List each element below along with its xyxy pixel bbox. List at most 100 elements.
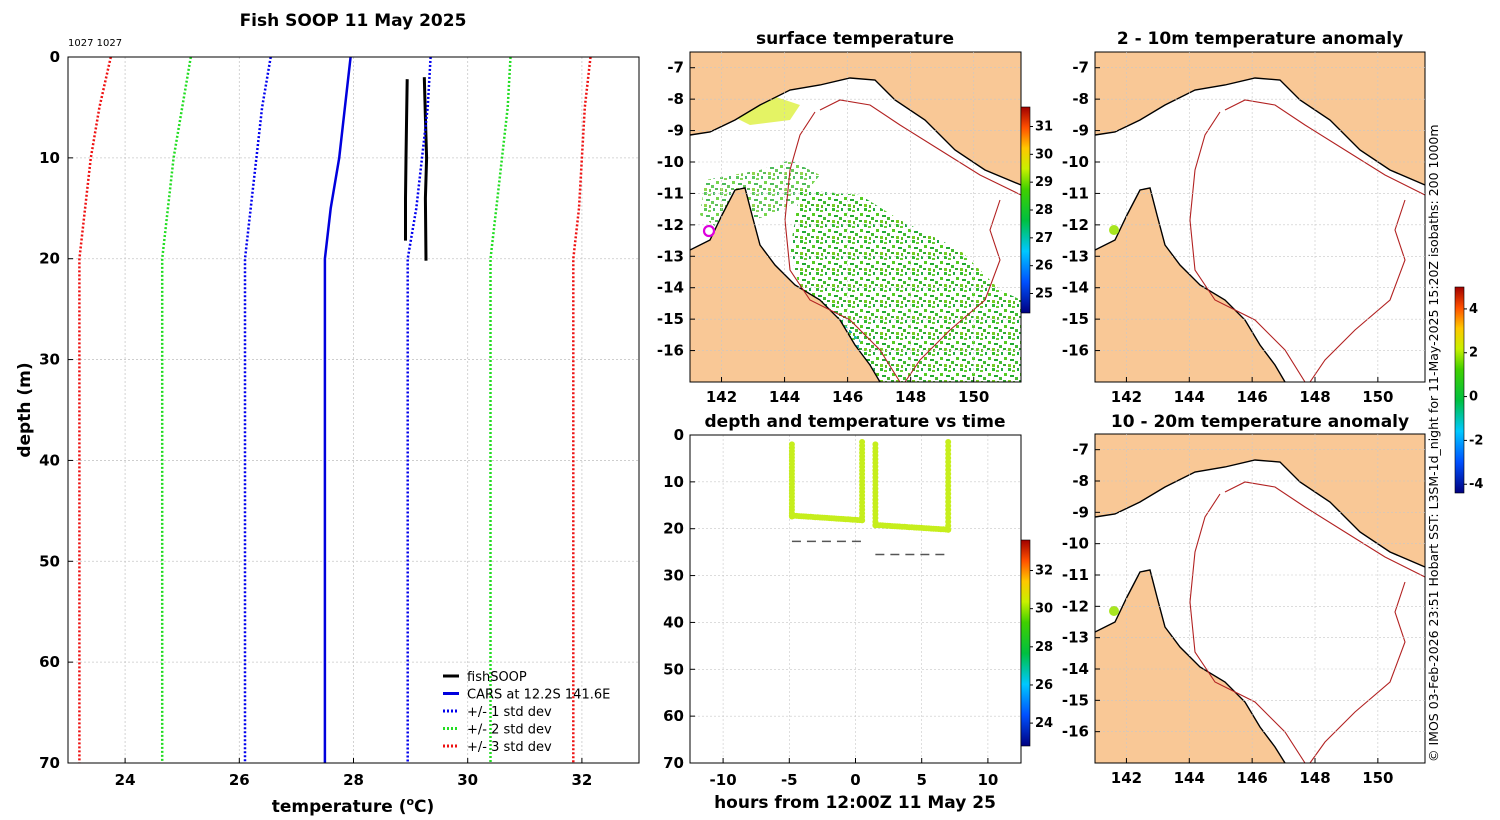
time-ticks: -10 -5 0 5 10 0 10 20 30 40 50 60 70 bbox=[663, 426, 998, 789]
map-ytick-label: -9 bbox=[1072, 503, 1089, 521]
time-xtick-label: 10 bbox=[977, 771, 998, 789]
colorbar-tick-label: 26 bbox=[1035, 678, 1053, 693]
map-ytick-label: -10 bbox=[657, 153, 684, 171]
profile-line bbox=[78, 57, 113, 763]
anom-10-20-title: 10 - 20m temperature anomaly bbox=[1111, 412, 1409, 432]
anom-10-20-panel: 10 - 20m temperature anomaly 142 144 146 14… bbox=[1062, 412, 1426, 787]
sst-colorbar-ticks: 31 30 29 28 27 26 25 bbox=[1030, 119, 1053, 302]
map-ytick-label: -16 bbox=[1062, 723, 1089, 741]
map-ytick-label: -15 bbox=[1062, 691, 1089, 709]
map-ytick-label: -10 bbox=[1062, 153, 1089, 171]
time-ytick-label: 20 bbox=[663, 520, 684, 538]
time-ytick-label: 50 bbox=[663, 660, 684, 678]
colorbar-tick-label: 29 bbox=[1035, 175, 1053, 190]
map-ytick-label: -9 bbox=[667, 122, 684, 140]
side-note: © IMOS 03-Feb-2026 23:51 Hobart SST: L3S… bbox=[1426, 124, 1441, 762]
map-xtick-label: 144 bbox=[1174, 769, 1205, 787]
time-colorbar bbox=[1020, 539, 1031, 747]
profile-line bbox=[422, 77, 429, 261]
sst-map-panel: surface temperature 142 144 146 148 150 -7 -8 -… bbox=[657, 29, 1053, 406]
map-ytick-label: -8 bbox=[1072, 472, 1089, 490]
sst-map-ticks: 142 144 146 148 150 -7 -8 -9 -10 -11 -12 -13 -14 -15 -… bbox=[657, 52, 1021, 406]
anom-10-20-cast-marker bbox=[1109, 606, 1119, 616]
map-xtick-label: 150 bbox=[1362, 769, 1393, 787]
map-ytick-label: -13 bbox=[1062, 247, 1089, 265]
map-ytick-label: -11 bbox=[1062, 566, 1089, 584]
map-ytick-label: -8 bbox=[1072, 90, 1089, 108]
sst-map-content bbox=[690, 52, 1021, 382]
map-xtick-label: 146 bbox=[1236, 769, 1267, 787]
map-ytick-label: -7 bbox=[1072, 59, 1089, 77]
colorbar-tick-label: 32 bbox=[1035, 564, 1053, 579]
profile-ytick-label: 20 bbox=[39, 250, 60, 268]
profile-corner-label: 1027 1027 bbox=[68, 38, 122, 49]
profile-ytick-label: 50 bbox=[39, 552, 60, 570]
anom-10-20-content bbox=[1095, 434, 1425, 763]
map-ytick-label: -11 bbox=[657, 184, 684, 202]
map-xtick-label: 144 bbox=[769, 388, 800, 406]
sst-map-title: surface temperature bbox=[756, 29, 954, 49]
profile-grid bbox=[68, 56, 639, 764]
time-xtick-label: -10 bbox=[710, 771, 737, 789]
colorbar-tick-label: 28 bbox=[1035, 203, 1053, 218]
profile-xtick-label: 32 bbox=[571, 771, 592, 789]
sst-cast-marker bbox=[702, 224, 716, 238]
map-ytick-label: -10 bbox=[1062, 535, 1089, 553]
legend-label: fishSOOP bbox=[467, 670, 527, 685]
map-ytick-label: -12 bbox=[1062, 216, 1089, 234]
profile-ytick-label: 40 bbox=[39, 451, 60, 469]
anom-colorbar bbox=[1454, 286, 1465, 494]
colorbar-tick-label: 26 bbox=[1035, 259, 1053, 274]
time-ytick-label: 0 bbox=[674, 426, 684, 444]
colorbar-tick-label: 4 bbox=[1469, 302, 1478, 317]
time-ytick-label: 10 bbox=[663, 473, 684, 491]
map-xtick-label: 144 bbox=[1174, 388, 1205, 406]
map-xtick-label: 148 bbox=[895, 388, 926, 406]
map-ytick-label: -12 bbox=[657, 216, 684, 234]
anom-2-10-coastline bbox=[1095, 77, 1425, 382]
profile-panel: Fish SOOP 11 May 2025 1027 1027 24 26 28 30… bbox=[15, 11, 640, 817]
profile-xtick-label: 24 bbox=[115, 771, 136, 789]
map-xtick-label: 142 bbox=[1111, 388, 1142, 406]
colorbar-tick-label: 24 bbox=[1035, 716, 1053, 731]
anom-colorbar-ticks: 4 2 0 -2 -4 bbox=[1464, 302, 1483, 492]
time-xlabel: hours from 12:00Z 11 May 25 bbox=[714, 793, 996, 813]
anom-10-20-isobath bbox=[1189, 481, 1425, 763]
map-ytick-label: -14 bbox=[1062, 660, 1089, 678]
anom-10-20-land-capeyork bbox=[1095, 570, 1285, 763]
profile-ytick-label: 10 bbox=[39, 149, 60, 167]
anom-10-20-frame bbox=[1094, 433, 1426, 764]
sst-isobath bbox=[784, 99, 1021, 382]
profile-ytick-label: 70 bbox=[39, 754, 60, 772]
anom-10-20-land-north bbox=[1095, 434, 1425, 567]
time-xtick-label: -5 bbox=[781, 771, 798, 789]
anom-2-10-ticks: 142 144 146 148 150 -7 -8 -9 -10 -11 -12 -13 -14 -15 -… bbox=[1062, 52, 1425, 406]
map-xtick-label: 150 bbox=[1362, 388, 1393, 406]
map-ytick-label: -13 bbox=[657, 247, 684, 265]
legend-label: CARS at 12.2S 141.6E bbox=[467, 688, 610, 703]
profile-xtick-label: 26 bbox=[229, 771, 250, 789]
colorbar-tick-label: -4 bbox=[1469, 477, 1483, 492]
anom-2-10-panel: 2 - 10m temperature anomaly 142 144 146 148… bbox=[1062, 29, 1483, 494]
time-colorbar-ticks: 32 30 28 26 24 bbox=[1030, 564, 1053, 731]
profile-ytick-label: 30 bbox=[39, 351, 60, 369]
sst-land-capeyork bbox=[690, 188, 880, 382]
profile-ylabel: depth (m) bbox=[15, 362, 35, 457]
profile-xlabel-unit: C) bbox=[414, 797, 434, 817]
profile-ytick-label: 60 bbox=[39, 653, 60, 671]
profile-xtick-label: 30 bbox=[457, 771, 478, 789]
map-xtick-label: 146 bbox=[1236, 388, 1267, 406]
anom-2-10-title: 2 - 10m temperature anomaly bbox=[1117, 29, 1403, 49]
map-ytick-label: -14 bbox=[657, 279, 684, 297]
map-xtick-label: 148 bbox=[1299, 388, 1330, 406]
anom-2-10-frame bbox=[1094, 51, 1426, 383]
map-ytick-label: -12 bbox=[1062, 597, 1089, 615]
colorbar-tick-label: 30 bbox=[1035, 602, 1053, 617]
profile-xlabel: temperature (oC) bbox=[272, 795, 435, 817]
time-xtick-label: 0 bbox=[850, 771, 860, 789]
cast-point bbox=[945, 439, 952, 445]
time-ytick-label: 40 bbox=[663, 613, 684, 631]
time-ytick-label: 60 bbox=[663, 707, 684, 725]
map-ytick-label: -15 bbox=[657, 310, 684, 328]
